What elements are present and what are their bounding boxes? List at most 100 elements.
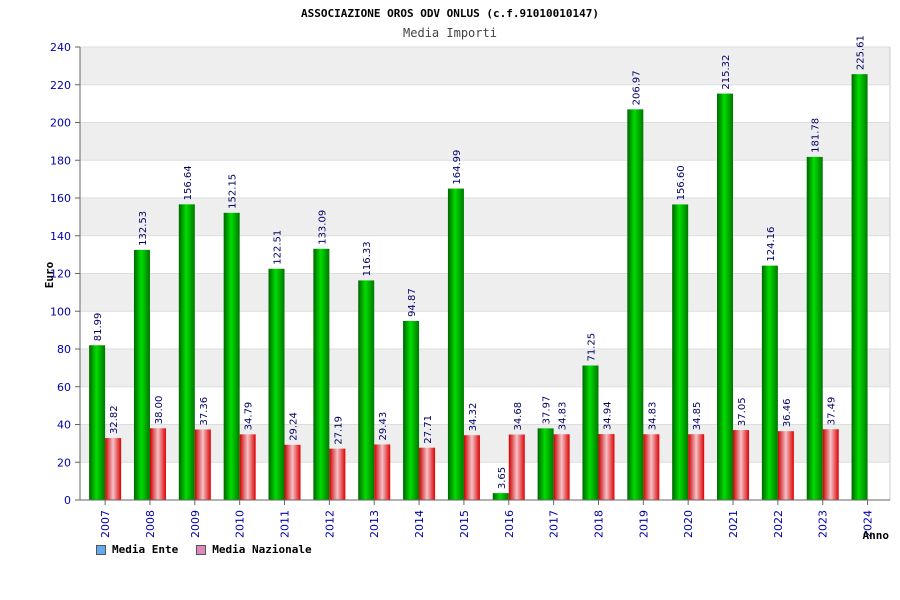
bar-media-ente [492, 493, 509, 500]
data-label-media-ente: 215.32 [721, 55, 732, 90]
y-axis-title: Euro [43, 261, 56, 288]
x-tick-label: 2017 [548, 510, 561, 538]
chart-title: ASSOCIAZIONE OROS ODV ONLUS (c.f.9101001… [301, 7, 599, 20]
bar-media-nazionale [329, 448, 346, 500]
data-label-media-nazionale: 27.71 [423, 415, 434, 444]
value-labels-group: 81.99 32.82 132.53 38.00 156.64 37.36 152.15 34… [93, 35, 866, 489]
legend-label-nazionale: Media Nazionale [212, 543, 312, 556]
bar-media-nazionale [194, 429, 211, 500]
x-tick-label: 2022 [772, 510, 785, 538]
bar-media-ente [133, 249, 150, 500]
x-tick-label: 2012 [323, 510, 336, 538]
data-label-media-nazionale: 34.83 [558, 402, 569, 431]
y-tick-label: 60 [57, 381, 71, 394]
data-label-media-nazionale: 32.82 [109, 405, 120, 434]
x-tick-label: 2018 [592, 510, 605, 538]
x-tick-label: 2015 [458, 510, 471, 538]
y-tick-label: 240 [50, 41, 71, 54]
legend-item-nazionale: Media Nazionale [196, 543, 312, 556]
y-tick-label: 100 [50, 305, 71, 318]
data-label-media-nazionale: 37.49 [827, 397, 838, 426]
data-label-media-nazionale: 34.68 [513, 402, 524, 431]
plot-band [80, 424, 890, 463]
bar-media-nazionale [598, 434, 615, 500]
bar-media-nazionale [284, 444, 301, 500]
bar-media-ente [89, 345, 106, 500]
y-tick-label: 180 [50, 154, 71, 167]
data-label-media-nazionale: 34.94 [602, 401, 613, 430]
plot-band [80, 122, 890, 161]
bar-media-ente [627, 109, 644, 501]
data-label-media-ente: 124.16 [766, 227, 777, 262]
bars-group [89, 74, 868, 501]
chart-subtitle: Media Importi [403, 26, 497, 40]
data-label-media-ente: 122.51 [273, 230, 284, 265]
bar-media-nazionale [643, 434, 660, 500]
x-tick-label: 2010 [234, 510, 247, 538]
bar-media-ente [761, 265, 778, 500]
data-label-media-ente: 81.99 [93, 313, 104, 342]
data-label-media-nazionale: 34.85 [692, 402, 703, 431]
x-tick-label: 2007 [99, 510, 112, 538]
bar-media-ente [223, 212, 240, 500]
data-label-media-ente: 94.87 [407, 288, 418, 317]
data-label-media-ente: 164.99 [452, 150, 463, 185]
bar-media-ente [672, 204, 689, 501]
y-tick-label: 40 [57, 419, 71, 432]
plot-background-bands [79, 46, 891, 501]
legend-label-ente: Media Ente [112, 543, 179, 556]
data-label-media-ente: 37.97 [542, 396, 553, 425]
bar-media-nazionale [688, 434, 705, 500]
data-label-media-ente: 206.97 [631, 70, 642, 105]
x-tick-label: 2013 [368, 510, 381, 538]
bar-media-ente [717, 93, 734, 501]
legend-swatch-nazionale [196, 544, 207, 555]
x-tick-label: 2014 [413, 510, 426, 538]
plot-band [80, 349, 890, 387]
bar-media-ente [447, 188, 464, 501]
data-label-media-ente: 156.64 [183, 165, 194, 200]
legend-swatch-ente [96, 544, 106, 555]
bar-media-nazionale [733, 430, 750, 500]
bar-media-ente [268, 268, 285, 500]
bar-media-nazionale [419, 447, 436, 500]
bar-media-ente [178, 204, 195, 501]
x-tick-label: 2021 [727, 510, 740, 538]
bar-media-ente [537, 428, 554, 500]
x-tick-label: 2023 [817, 510, 830, 538]
bar-media-nazionale [463, 435, 480, 500]
bar-media-nazionale [149, 428, 166, 500]
x-tick-label: 2024 [862, 510, 875, 538]
bar-media-ente [403, 320, 420, 500]
axes-group: 0 20 40 60 80 100 120 140 160 180 200 220 240 2007 200… [50, 41, 890, 538]
x-axis-title: Anno [863, 529, 890, 542]
x-tick-label: 2009 [189, 510, 202, 538]
data-label-media-nazionale: 34.79 [244, 402, 255, 431]
data-label-media-nazionale: 37.05 [737, 397, 748, 426]
y-tick-label: 0 [64, 494, 71, 507]
x-tick-label: 2016 [503, 510, 516, 538]
y-tick-label: 160 [50, 192, 71, 205]
y-tick-label: 140 [50, 230, 71, 243]
plot-band [80, 273, 890, 312]
bar-media-nazionale [105, 438, 122, 500]
legend-item-ente: Media Ente [96, 543, 178, 556]
y-tick-label: 120 [50, 268, 71, 281]
data-label-media-ente: 132.53 [138, 211, 149, 246]
data-label-media-nazionale: 29.24 [289, 412, 300, 441]
y-tick-label: 220 [50, 79, 71, 92]
data-label-media-nazionale: 37.36 [199, 397, 210, 426]
data-label-media-nazionale: 38.00 [154, 396, 165, 425]
data-label-media-nazionale: 34.32 [468, 403, 479, 432]
plot-band [80, 47, 890, 85]
bar-media-ente [851, 74, 868, 500]
y-tick-label: 200 [50, 117, 71, 130]
bar-media-ente [313, 248, 330, 500]
bar-media-nazionale [239, 434, 256, 500]
x-tick-label: 2020 [682, 510, 695, 538]
bar-media-ente [582, 365, 599, 500]
data-label-media-ente: 181.78 [811, 118, 822, 153]
plot-band [80, 198, 890, 236]
chart-legend: Media Ente Media Nazionale [96, 543, 312, 556]
